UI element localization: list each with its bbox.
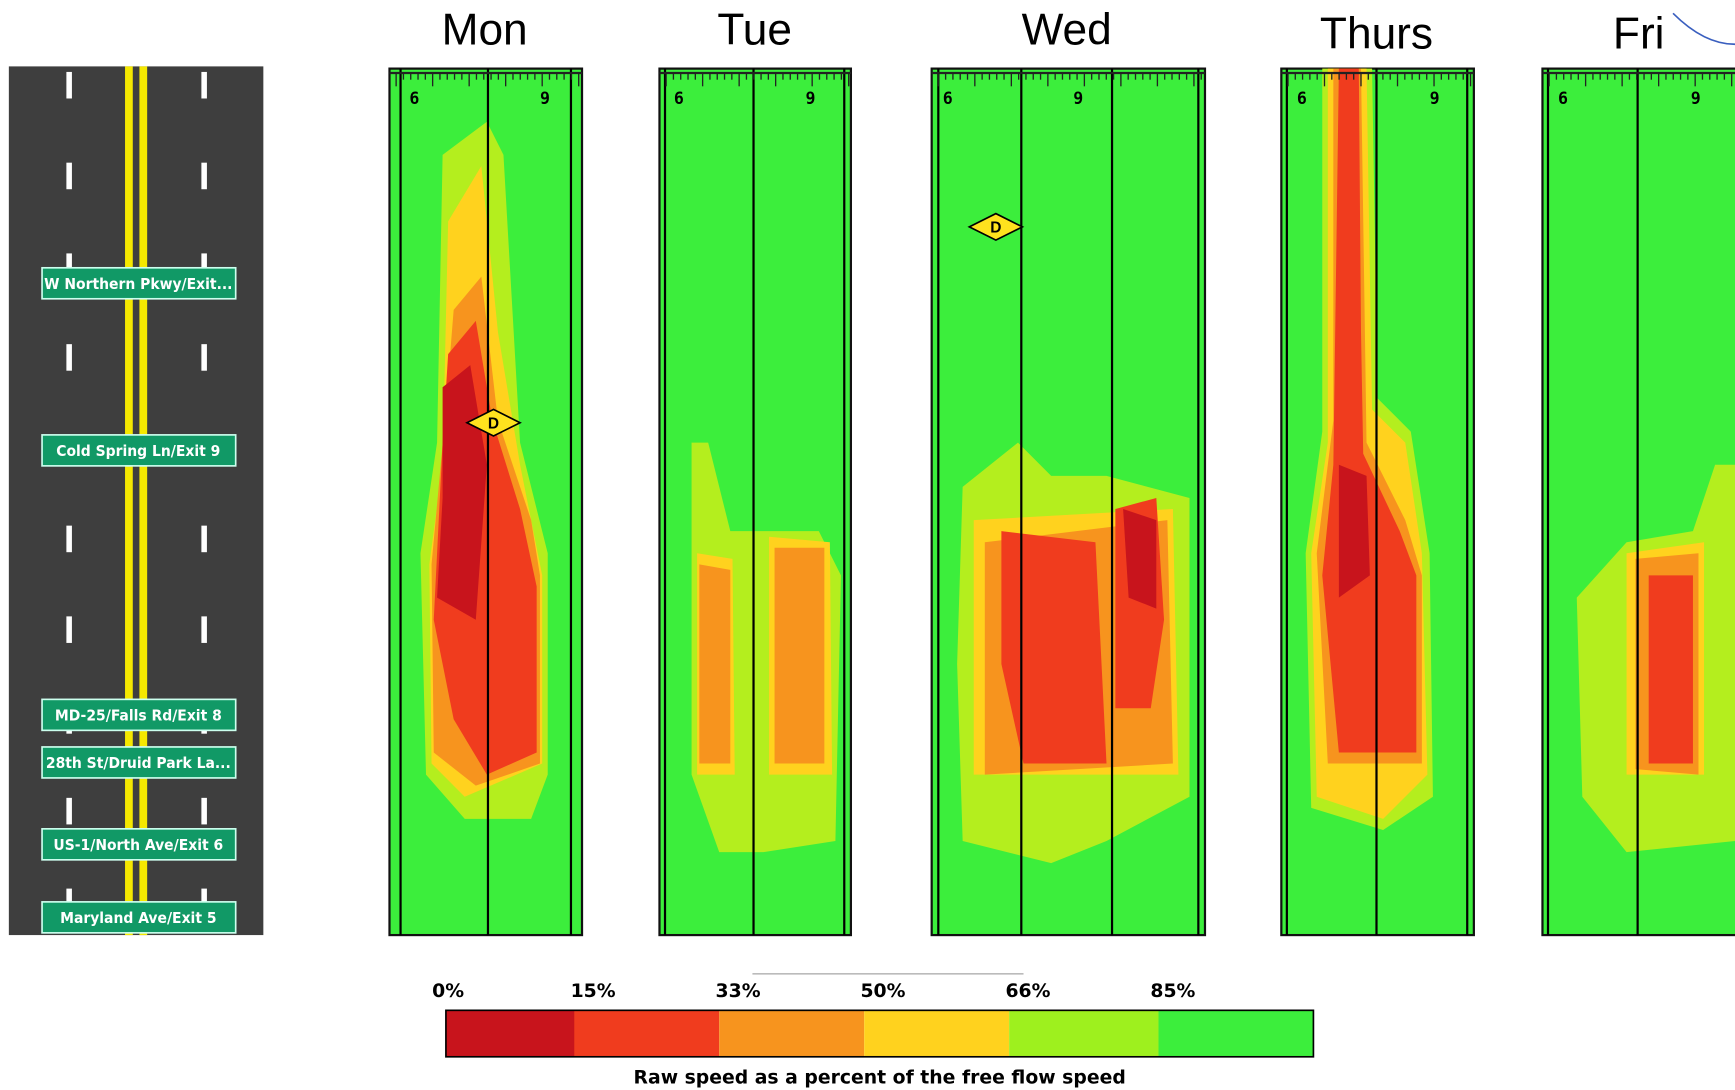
legend: 0% 15% 33% 50% 66% 85% Raw speed as a pe…	[432, 972, 1315, 1088]
legend-tick: 15%	[571, 981, 616, 1002]
hour-label: 9	[1430, 89, 1440, 108]
legend-tick: 66%	[1005, 981, 1050, 1002]
exit-label: Cold Spring Ln/Exit 9	[56, 442, 220, 460]
hour-label: 9	[540, 89, 550, 108]
exit-sign: US-1/North Ave/Exit 6	[41, 828, 237, 861]
lane-dash	[201, 616, 207, 643]
hour-label: 6	[674, 89, 684, 108]
hour-label: 6	[409, 89, 419, 108]
exit-label: MD-25/Falls Rd/Exit 8	[55, 706, 222, 724]
day-title: Thurs	[1320, 10, 1433, 59]
hour-label: 6	[1558, 89, 1568, 108]
lane-dash	[66, 71, 72, 99]
day-title: Wed	[1022, 5, 1112, 54]
exit-label: W Northern Pkwy/Exit...	[44, 275, 232, 293]
lane-dash	[66, 616, 72, 643]
lane-dash	[201, 162, 207, 190]
lane-dash	[66, 253, 72, 280]
marker-label: D	[488, 415, 499, 432]
hour-label: 9	[1691, 89, 1701, 108]
day-title: Fri	[1613, 10, 1665, 59]
lane-dash	[201, 253, 207, 280]
exit-label: US-1/North Ave/Exit 6	[53, 836, 223, 854]
day-panel: Tue 6 9	[658, 5, 853, 937]
exit-sign: W Northern Pkwy/Exit...	[41, 266, 237, 300]
hour-label: 6	[943, 89, 953, 108]
lane-dash	[66, 797, 72, 825]
marker-label: D	[990, 219, 1001, 236]
day-title: Tue	[717, 5, 792, 54]
lane-dash	[201, 797, 207, 825]
day-panel: Fri 6 9	[1541, 10, 1735, 937]
exit-sign: Maryland Ave/Exit 5	[41, 901, 237, 934]
exit-label: 28th St/Druid Park La...	[46, 754, 231, 772]
legend-caption: Raw speed as a percent of the free flow …	[634, 1067, 1126, 1088]
day-panel: Mon 6 9 D	[388, 5, 584, 937]
exit-label: Maryland Ave/Exit 5	[60, 909, 216, 927]
road: W Northern Pkwy/Exit... Cold Spring Ln/E…	[8, 66, 264, 936]
legend-tick: 50%	[860, 981, 905, 1002]
lane-dash	[201, 71, 207, 99]
day-panel: Wed 6 9 D	[930, 5, 1207, 937]
hour-label: 9	[806, 89, 816, 108]
lane-dash	[66, 525, 72, 553]
lane-dash	[201, 525, 207, 553]
day-title: Mon	[442, 5, 528, 54]
day-panel: Thurs 6 9	[1280, 10, 1475, 937]
legend-tick: 0%	[432, 981, 464, 1002]
lane-dash	[66, 162, 72, 190]
legend-tick: 33%	[716, 981, 761, 1002]
hour-label: 9	[1073, 89, 1083, 108]
hour-label: 6	[1297, 89, 1307, 108]
exit-sign: 28th St/Druid Park La...	[41, 746, 237, 779]
exit-sign: MD-25/Falls Rd/Exit 8	[41, 698, 237, 732]
legend-tick: 85%	[1150, 981, 1195, 1002]
lane-dash	[201, 344, 207, 371]
lane-dash	[66, 344, 72, 371]
exit-sign: Cold Spring Ln/Exit 9	[41, 434, 237, 467]
